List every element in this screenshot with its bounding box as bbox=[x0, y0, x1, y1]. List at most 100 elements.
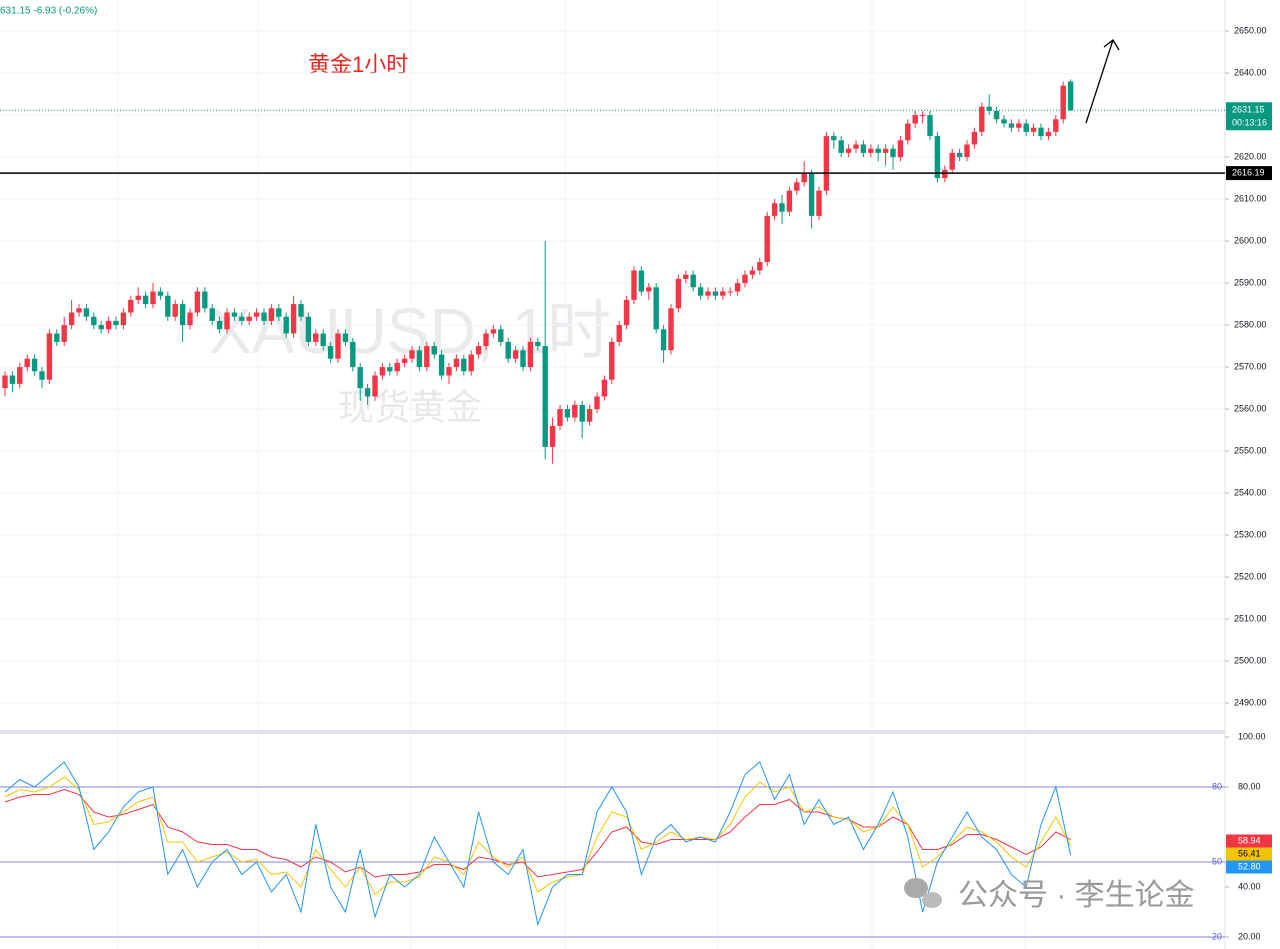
candle-body bbox=[461, 358, 467, 372]
candle-body bbox=[705, 291, 711, 296]
y-tick-label: 2490.00 bbox=[1234, 697, 1267, 707]
candle-body bbox=[557, 409, 563, 426]
y-tick-label: 2570.00 bbox=[1234, 361, 1267, 371]
candle-body bbox=[298, 304, 304, 317]
candle-body bbox=[764, 215, 770, 263]
candle-body bbox=[757, 262, 763, 271]
candle-body bbox=[734, 283, 741, 292]
watermark-name: 现货黄金 bbox=[338, 387, 482, 428]
candle-body bbox=[1030, 127, 1037, 132]
candle-body bbox=[1016, 123, 1022, 128]
candle-body bbox=[609, 341, 615, 380]
candle-body bbox=[83, 308, 90, 317]
candle-body bbox=[68, 312, 75, 326]
candle-body bbox=[986, 106, 992, 111]
candle-body bbox=[76, 308, 82, 313]
candle-body bbox=[268, 308, 275, 321]
candle-body bbox=[1001, 119, 1007, 124]
candle-body bbox=[475, 346, 482, 355]
candle-body bbox=[964, 144, 970, 158]
y-tick-label: 2530.00 bbox=[1234, 529, 1267, 539]
level-label: 2616.19 bbox=[1232, 167, 1265, 177]
indicator-line bbox=[4, 761, 1072, 927]
quote: 631.15 -6.93 (-0.26%) bbox=[0, 6, 97, 17]
candle-body bbox=[98, 325, 104, 330]
candle-body bbox=[372, 375, 378, 397]
candle-body bbox=[860, 144, 867, 153]
candle-body bbox=[113, 320, 119, 326]
candle-body bbox=[638, 270, 645, 292]
candle-body bbox=[646, 287, 652, 292]
y-tick-label: 2500.00 bbox=[1234, 655, 1267, 665]
candle-body bbox=[927, 115, 933, 137]
candle-body bbox=[801, 173, 807, 183]
y-tick-label: 2610.00 bbox=[1234, 193, 1267, 203]
candle-body bbox=[653, 287, 659, 330]
candle-body bbox=[845, 148, 852, 153]
candle-body bbox=[446, 367, 452, 376]
candle-body bbox=[357, 367, 363, 389]
candle-body bbox=[61, 325, 67, 342]
candle-body bbox=[1067, 81, 1074, 111]
candle-body bbox=[364, 388, 371, 397]
candle-body bbox=[46, 333, 53, 380]
candle-body bbox=[690, 274, 696, 288]
candle-body bbox=[890, 148, 896, 158]
y-tick-label: 2550.00 bbox=[1234, 445, 1267, 455]
candle-body bbox=[779, 203, 785, 212]
candle-body bbox=[1008, 123, 1015, 128]
candle-body bbox=[438, 354, 445, 376]
candle-body bbox=[853, 144, 859, 149]
candle-body bbox=[105, 320, 112, 330]
candle-body bbox=[24, 358, 30, 368]
value-badge-label: 52.80 bbox=[1238, 861, 1261, 871]
candle-body bbox=[202, 291, 208, 309]
candle-body bbox=[379, 367, 386, 376]
candle-body bbox=[416, 350, 423, 368]
y-tick-label: 2560.00 bbox=[1234, 403, 1267, 413]
y-tick-label: 2650.00 bbox=[1234, 25, 1267, 35]
candle-body bbox=[586, 409, 593, 422]
trend-arrow bbox=[1085, 39, 1120, 124]
candle-body bbox=[527, 341, 534, 368]
candle-body bbox=[39, 371, 45, 380]
y-tick-label: 2520.00 bbox=[1234, 571, 1267, 581]
candle-body bbox=[165, 295, 171, 317]
footer-mark: 公众号 · 李生论金 bbox=[958, 879, 1195, 912]
last-price-box bbox=[1226, 102, 1272, 131]
candle-body bbox=[660, 329, 667, 351]
candle-body bbox=[157, 291, 164, 296]
candle-body bbox=[520, 350, 526, 368]
candle-body bbox=[135, 295, 141, 300]
candle-body bbox=[261, 312, 267, 321]
candle-body bbox=[283, 316, 289, 334]
candle-body bbox=[290, 304, 297, 334]
candle-body bbox=[631, 270, 637, 300]
candle-body bbox=[675, 278, 682, 309]
candle-body bbox=[816, 190, 822, 216]
candle-body bbox=[342, 333, 349, 342]
candle-body bbox=[209, 308, 215, 321]
candle-body bbox=[505, 341, 511, 359]
candle-body bbox=[313, 333, 319, 342]
y-tick-label: 80.00 bbox=[1238, 781, 1261, 791]
candle-body bbox=[749, 270, 756, 275]
candle-body bbox=[335, 333, 341, 359]
candle-body bbox=[542, 346, 548, 447]
candle-body bbox=[483, 333, 489, 347]
candle-body bbox=[934, 136, 941, 179]
y-tick-label: 2580.00 bbox=[1234, 319, 1267, 329]
candle-body bbox=[949, 152, 955, 170]
candle-body bbox=[327, 346, 334, 359]
candle-body bbox=[150, 291, 156, 305]
candle-body bbox=[320, 333, 326, 347]
candle-body bbox=[91, 316, 97, 326]
candle-body bbox=[1053, 119, 1059, 132]
level-label: 20 bbox=[1212, 931, 1222, 941]
candle-body bbox=[564, 409, 571, 418]
candle-body bbox=[498, 329, 504, 342]
candle-body bbox=[808, 173, 815, 216]
last-price-label: 2631.15 bbox=[1232, 105, 1265, 115]
indicator-line bbox=[4, 776, 1072, 896]
